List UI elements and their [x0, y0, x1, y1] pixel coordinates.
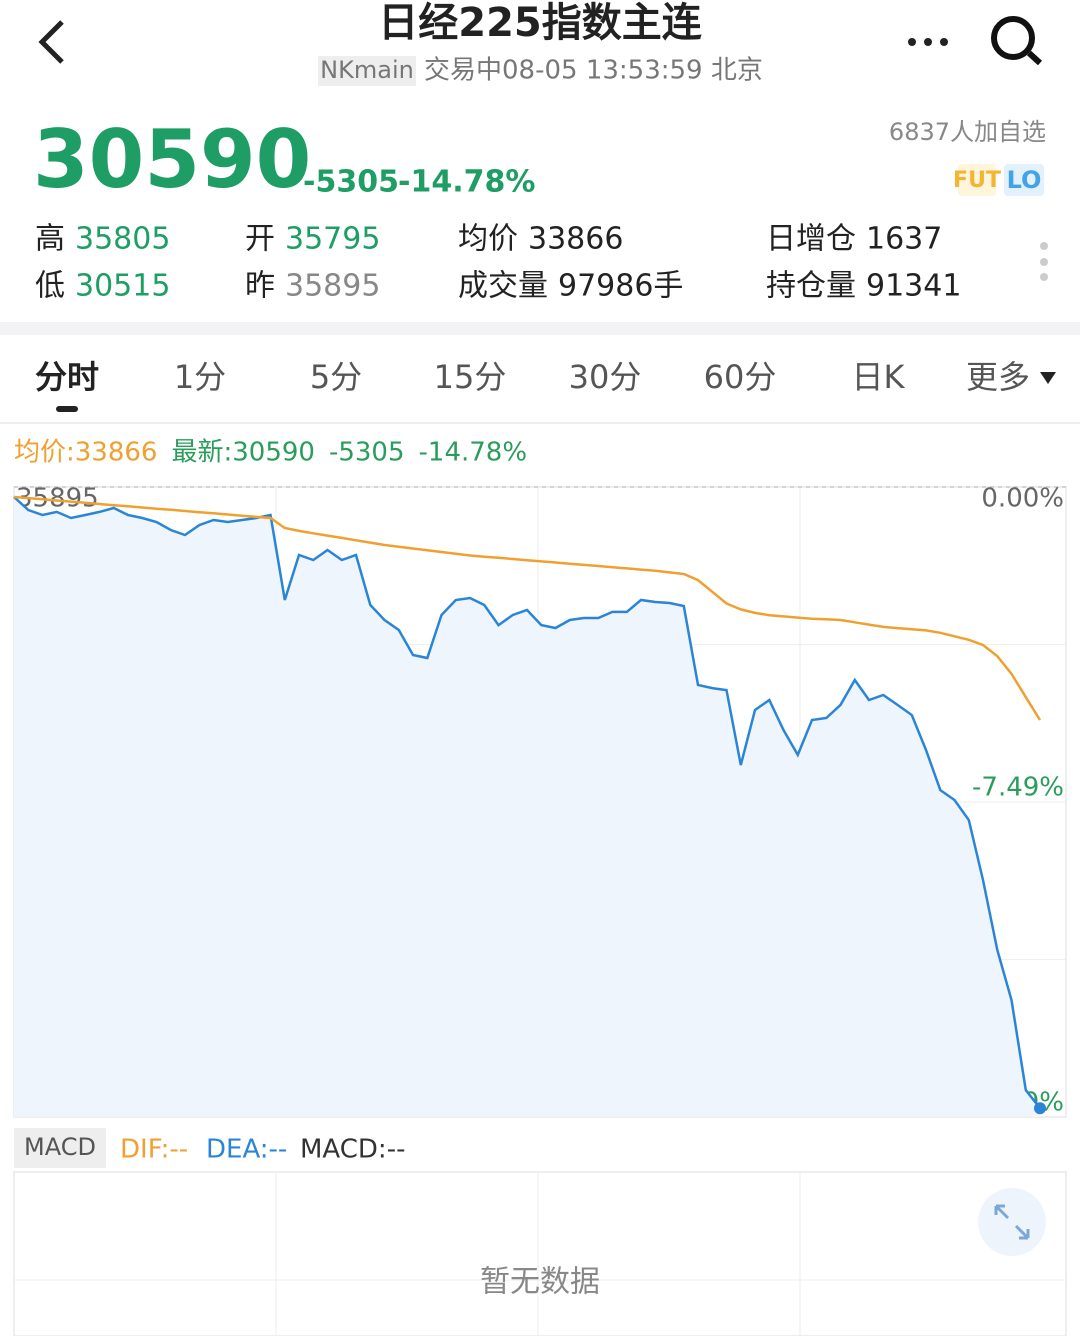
stat-label: 高 — [35, 222, 65, 257]
tag-bg — [958, 164, 996, 196]
more-button[interactable] — [908, 38, 948, 46]
info-latest: 最新:30590 — [171, 438, 314, 468]
dropdown-arrow — [1040, 372, 1056, 384]
tab[interactable]: 15分 — [434, 358, 507, 396]
stat-label: 日增仓 — [766, 222, 856, 257]
stat-value: 30515 — [75, 269, 170, 304]
stat-value: 97986手 — [558, 269, 683, 304]
title: 日经225指数主连 — [378, 0, 702, 46]
macd-panel — [13, 1171, 1067, 1336]
change-pct: -14.78% — [398, 165, 535, 200]
tab[interactable]: 5分 — [310, 358, 362, 396]
stat-label: 昨 — [245, 269, 275, 304]
last-point — [1034, 1102, 1046, 1115]
stat-value: 1637 — [866, 222, 942, 257]
tab[interactable]: 1分 — [174, 358, 226, 396]
tag: LO — [1007, 166, 1042, 194]
stat-value: 35895 — [285, 269, 380, 304]
tab[interactable]: 日K — [852, 358, 906, 396]
stat-value: 33866 — [528, 222, 623, 257]
price: 30590 — [33, 113, 311, 206]
tag-bg — [1004, 164, 1044, 196]
tab[interactable]: 30分 — [569, 358, 642, 396]
tag: FUT — [953, 168, 1001, 193]
tab[interactable]: 60分 — [704, 358, 777, 396]
price-line — [13, 496, 1041, 1109]
expand-button[interactable] — [978, 1188, 1046, 1256]
macd-dif: DIF:-- — [120, 1135, 188, 1165]
stat-label: 持仓量 — [766, 269, 856, 304]
tab[interactable]: 更多 — [966, 358, 1030, 396]
info-avg: 均价:33866 — [14, 438, 157, 468]
stat-label: 成交量 — [458, 269, 548, 304]
followers: 6837人加自选 — [889, 118, 1046, 146]
status: 交易中08-05 13:53:59 北京 — [424, 56, 763, 86]
stat-value: 91341 — [866, 269, 961, 304]
stat-value: 35795 — [285, 222, 380, 257]
code: NKmain — [320, 56, 414, 84]
back-button[interactable] — [38, 20, 64, 64]
y2-tick-label: 0.00% — [981, 484, 1064, 514]
info-pct: -14.78% — [419, 438, 528, 468]
change: -5305 — [303, 165, 399, 200]
stat-label: 开 — [245, 222, 275, 257]
macd-badge — [14, 1128, 106, 1168]
stat-label: 均价 — [458, 222, 518, 257]
search-button[interactable] — [991, 16, 1043, 66]
info-change: -5305 — [329, 438, 405, 468]
macd-dea: DEA:-- — [206, 1135, 287, 1165]
y2-tick-label: -7.49% — [972, 772, 1064, 802]
separator — [0, 322, 1080, 335]
empty-text: 暂无数据 — [480, 1265, 600, 1300]
tab-indicator — [56, 406, 78, 412]
stat-label: 低 — [35, 269, 65, 304]
price-area — [14, 497, 1040, 1117]
macd-value: MACD:-- — [300, 1135, 405, 1165]
avg-line — [13, 495, 1042, 721]
stat-value: 35805 — [75, 222, 170, 257]
tab[interactable]: 分时 — [35, 358, 99, 396]
code-badge — [318, 56, 416, 86]
more-stats[interactable] — [1040, 242, 1048, 281]
macd-label: MACD — [24, 1133, 96, 1161]
